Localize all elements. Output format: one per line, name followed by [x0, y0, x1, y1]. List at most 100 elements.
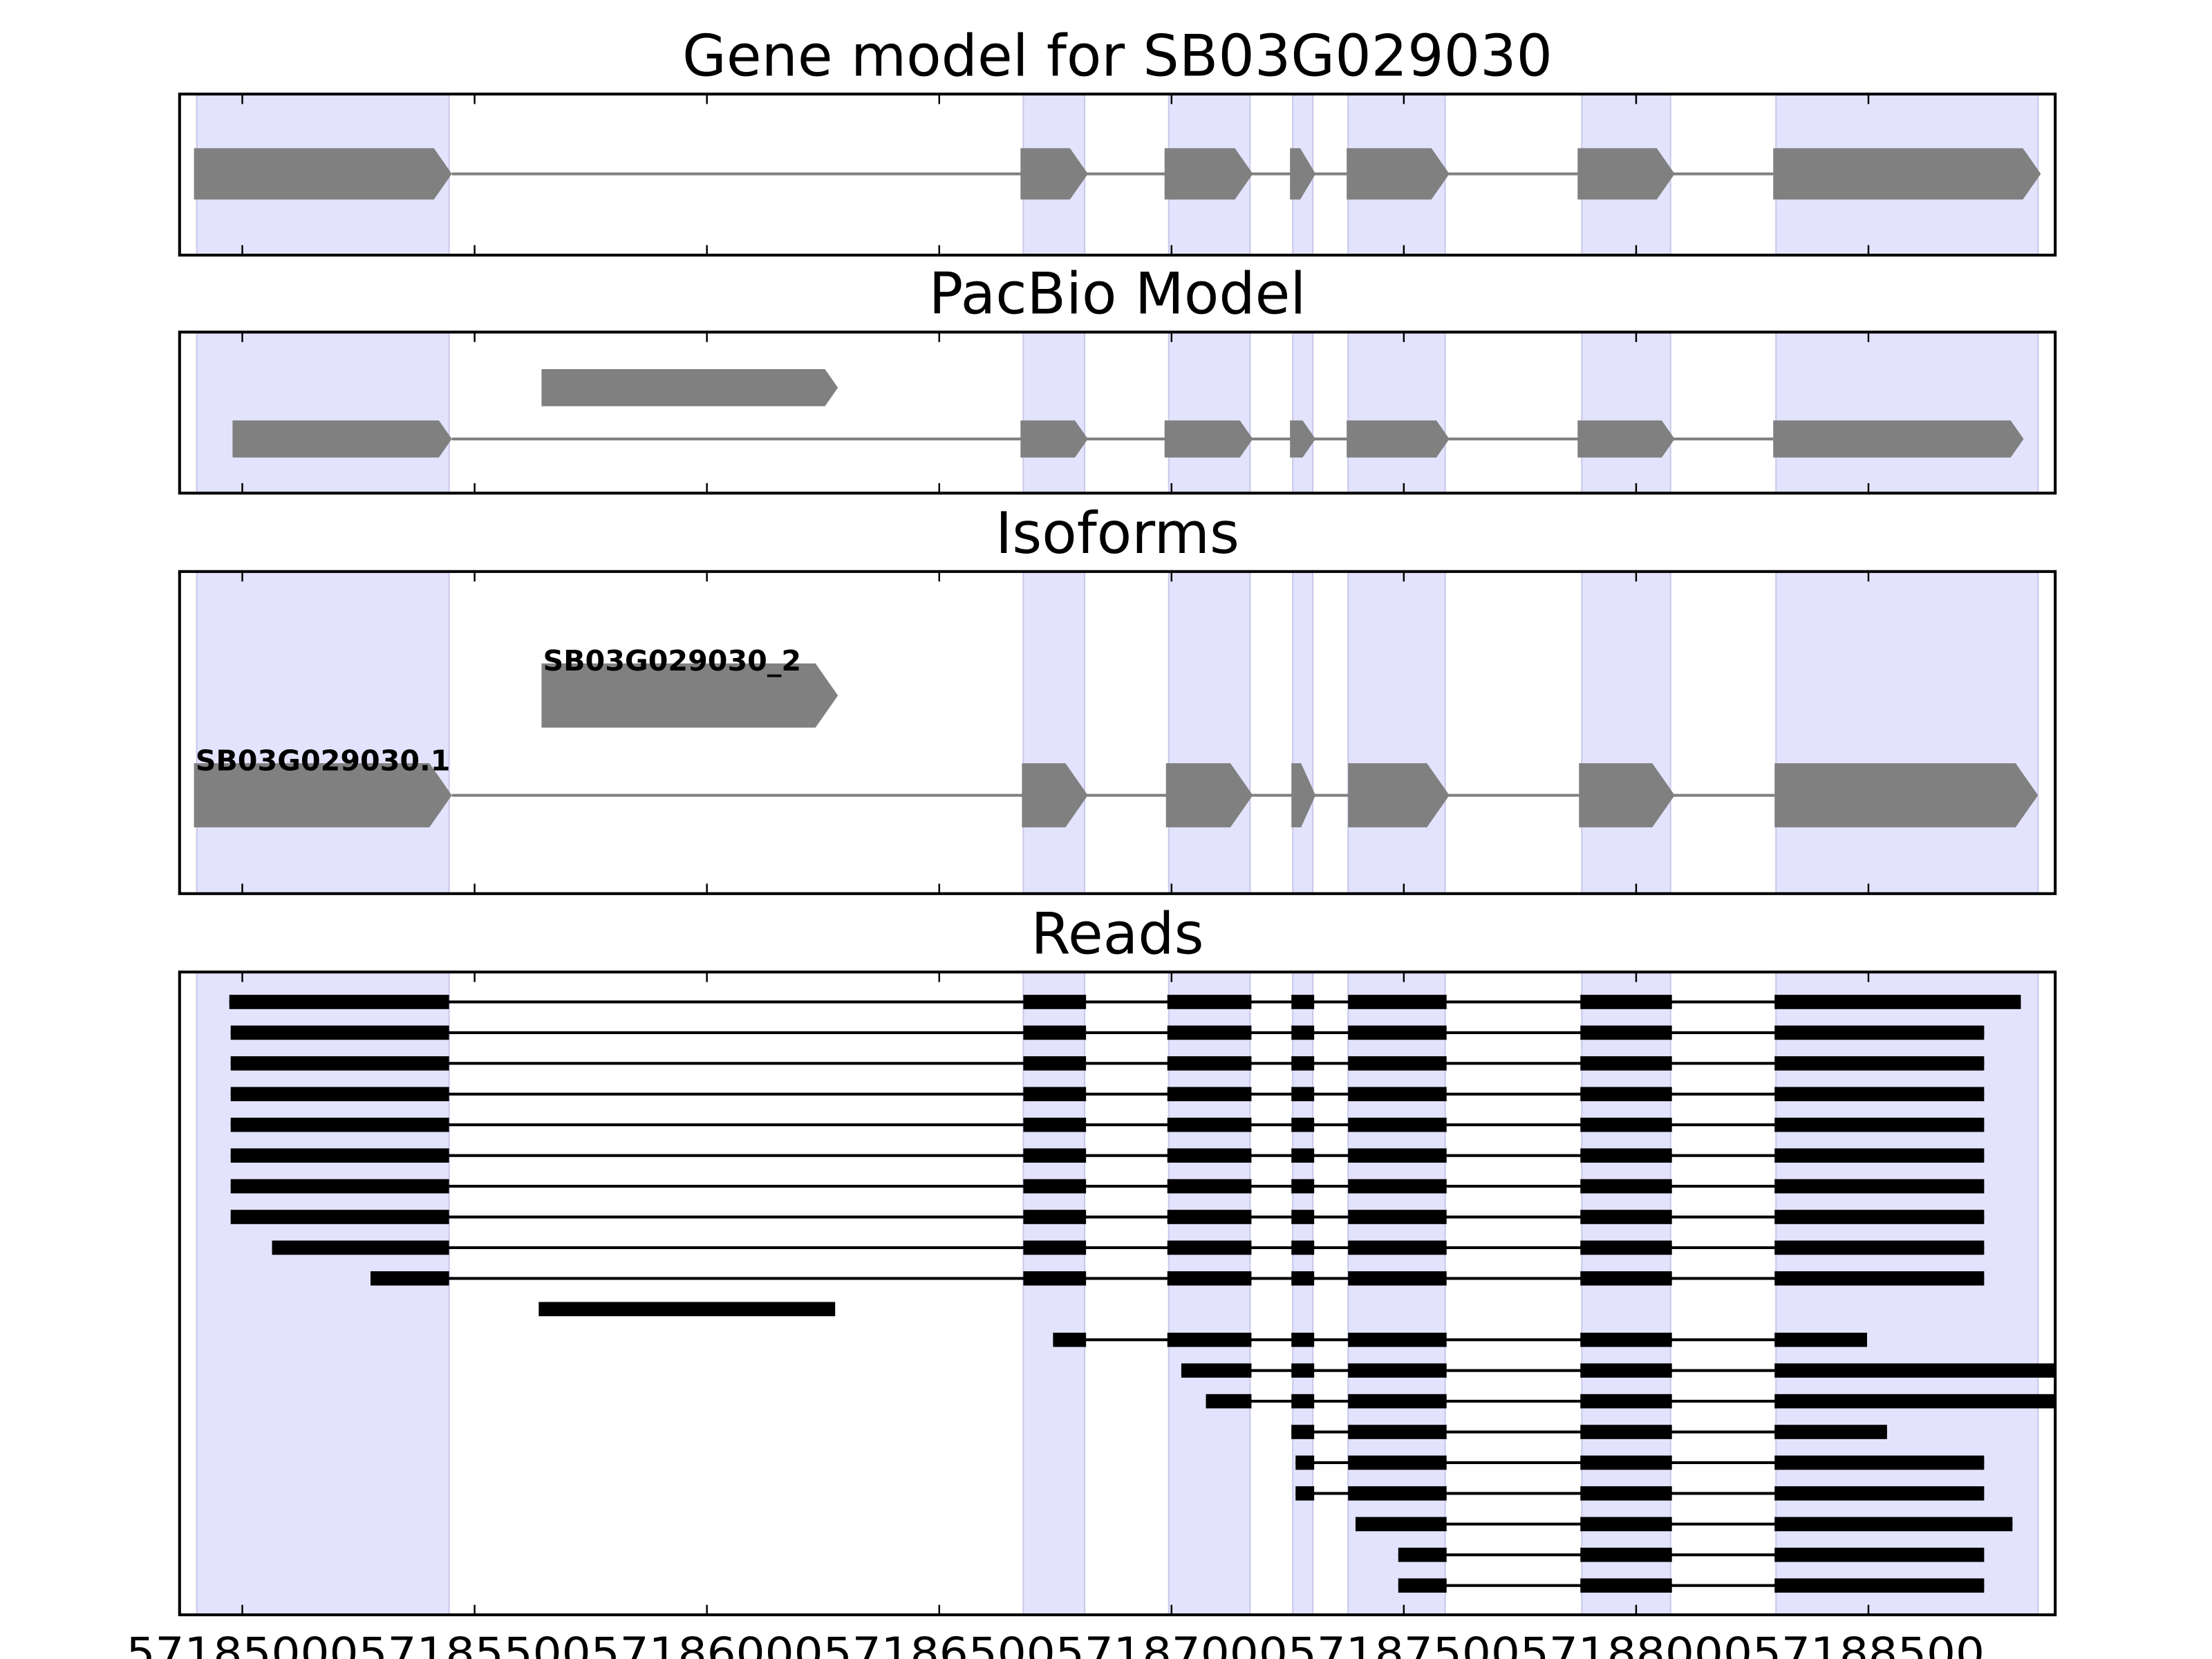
x-tick-label: 57185500	[359, 1628, 591, 1659]
read-block	[1580, 1425, 1672, 1439]
read	[371, 1271, 1985, 1286]
read	[230, 1025, 1985, 1040]
read-block	[1774, 1486, 1985, 1501]
read-block	[1348, 995, 1447, 1009]
read-block	[1291, 1332, 1315, 1347]
read	[1398, 1547, 1985, 1562]
read-block	[1023, 1087, 1087, 1102]
read-block	[538, 1302, 836, 1317]
read-block	[1774, 1240, 1985, 1255]
read-block	[1023, 1271, 1087, 1286]
isoform-label: SB03G029030.1	[196, 744, 451, 777]
shaded-region	[1775, 570, 2039, 894]
exon	[194, 148, 452, 200]
read-block	[1291, 995, 1315, 1009]
read-block	[1774, 1025, 1985, 1040]
read-block	[1023, 1117, 1087, 1132]
exon	[1347, 420, 1450, 458]
panel-1: PacBio Model	[178, 261, 2057, 495]
shaded-region	[1168, 331, 1251, 494]
read-block	[1580, 1547, 1672, 1562]
read-block	[1774, 1363, 2056, 1378]
read-block	[1580, 1148, 1672, 1163]
shaded-region	[1292, 570, 1314, 894]
read-block	[230, 1025, 449, 1040]
read-block	[1023, 995, 1087, 1009]
read-block	[1167, 1025, 1252, 1040]
shaded-region	[1581, 331, 1671, 494]
read-block	[1291, 1425, 1315, 1439]
shaded-region	[1022, 331, 1086, 494]
shaded-region	[1347, 331, 1446, 494]
read	[1398, 1578, 1985, 1593]
read-block	[1348, 1179, 1447, 1194]
read-block	[1348, 1025, 1447, 1040]
x-tick-label: 57185000	[126, 1628, 358, 1659]
read-block	[1291, 1148, 1315, 1163]
read-block	[1291, 1210, 1315, 1224]
panel-3: Reads	[178, 901, 2057, 1617]
shaded-region	[196, 570, 450, 894]
panel-frame	[178, 93, 2057, 257]
read-block	[1291, 1394, 1315, 1409]
shaded-region	[1347, 570, 1446, 894]
read-block	[1774, 1425, 1887, 1439]
shaded-region	[1168, 570, 1251, 894]
exon	[1164, 420, 1253, 458]
exon	[1290, 148, 1316, 200]
read-block	[1348, 1363, 1447, 1378]
read-block	[1348, 1087, 1447, 1102]
shaded-region	[1168, 971, 1251, 1616]
shaded-region	[1292, 331, 1314, 494]
read	[230, 1117, 1985, 1132]
panel-frame	[178, 330, 2057, 495]
read-block	[1167, 1240, 1252, 1255]
exon	[541, 369, 838, 406]
read	[229, 995, 2021, 1009]
read-block	[1348, 1425, 1447, 1439]
read-block	[1774, 1056, 1985, 1071]
read-block	[1167, 1210, 1252, 1224]
read-block	[230, 1179, 449, 1194]
panel-title: Reads	[1031, 901, 1203, 967]
exon	[541, 663, 838, 728]
shaded-region	[1347, 971, 1446, 1616]
read-block	[1291, 1056, 1315, 1071]
read-block	[1023, 1210, 1087, 1224]
exon	[1020, 420, 1088, 458]
read-block	[1348, 1056, 1447, 1071]
read-block	[1348, 1240, 1447, 1255]
read	[230, 1179, 1985, 1194]
exon	[1347, 148, 1450, 200]
isoform-label: SB03G029030_2	[543, 644, 801, 677]
read	[1295, 1455, 1985, 1470]
read	[230, 1210, 1985, 1224]
read-block	[230, 1210, 449, 1224]
read-block	[1580, 1179, 1672, 1194]
exon	[1773, 420, 2024, 458]
read-block	[1291, 1117, 1315, 1132]
read-block	[1580, 1025, 1672, 1040]
read-block	[230, 1087, 449, 1102]
shaded-region	[1775, 971, 2039, 1616]
read-block	[1291, 1025, 1315, 1040]
panel-frame	[178, 971, 2057, 1617]
read-block	[1023, 1056, 1087, 1071]
read-block	[1774, 1332, 1867, 1347]
read-block	[1580, 1363, 1672, 1378]
read-block	[230, 1117, 449, 1132]
exon	[1577, 148, 1675, 200]
exon	[1164, 148, 1253, 200]
exon	[1348, 763, 1450, 827]
read-block	[1053, 1332, 1087, 1347]
read-block	[1774, 995, 2021, 1009]
read-block	[1181, 1363, 1252, 1378]
read-block	[229, 995, 449, 1009]
shaded-region	[1775, 331, 2039, 494]
read-block	[1774, 1087, 1985, 1102]
read	[538, 1302, 836, 1317]
shaded-region	[1581, 570, 1671, 894]
x-tick-label: 57186000	[591, 1628, 823, 1659]
read-block	[1580, 1332, 1672, 1347]
